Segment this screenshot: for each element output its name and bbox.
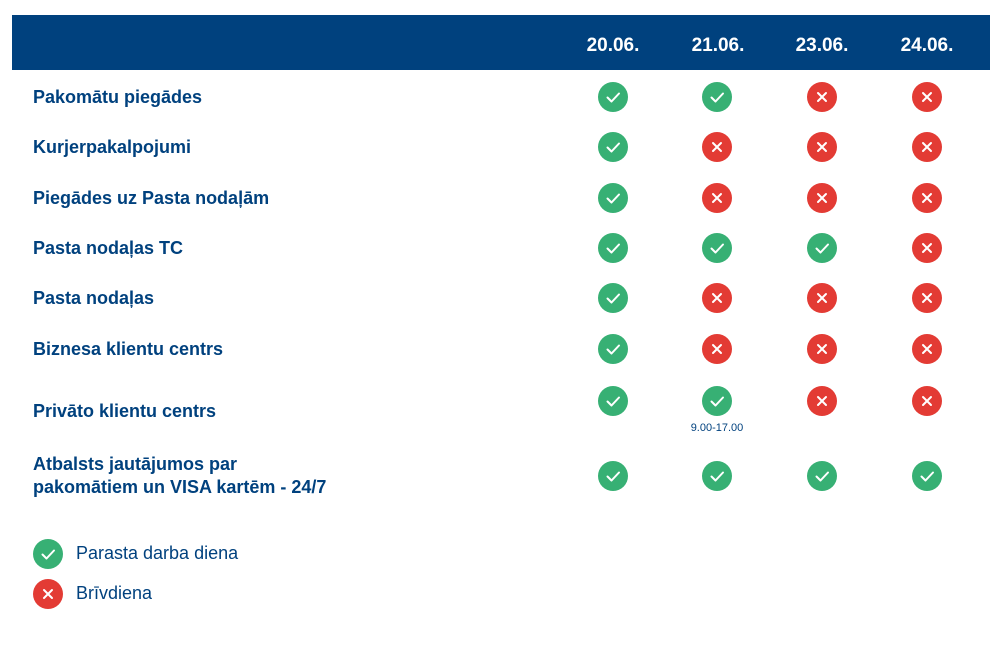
row-label: Atbalsts jautājumos par pakomātiem un VIS… [33,453,433,499]
row-label-line: Pasta nodaļas TC [33,237,184,258]
row-label: Piegādes uz Pasta nodaļām [33,187,433,210]
cross-icon [807,283,837,313]
check-icon [598,183,628,213]
cross-icon [912,334,942,364]
legend-label-holiday: Brīvdiena [76,583,153,603]
cross-icon [807,183,837,213]
row-label-line: Biznesa klientu centrs [33,338,224,359]
cross-icon [912,183,942,213]
date-header-3: 23.06. [795,35,849,56]
row-label-line: Privāto klientu centrs [33,400,217,421]
row-label-line: Piegādes uz Pasta nodaļām [33,187,270,208]
check-icon [912,461,942,491]
cross-icon [912,283,942,313]
row-label-line: Pakomātu piegādes [33,86,203,107]
check-icon [702,233,732,263]
date-header-2: 21.06. [691,35,745,56]
cross-icon [807,334,837,364]
row-label: Privāto klientu centrs [33,400,433,423]
cross-icon [912,132,942,162]
row-label: Pakomātu piegādes [33,86,433,109]
row-label: Pasta nodaļas TC [33,237,433,260]
cross-icon [912,386,942,416]
check-icon [598,283,628,313]
cross-icon [702,183,732,213]
cross-icon [702,132,732,162]
date-header-4: 24.06. [900,35,954,56]
check-icon [598,461,628,491]
cross-icon [807,386,837,416]
check-icon [33,539,63,569]
row-label-line: Kurjerpakalpojumi [33,136,192,157]
date-header-1: 20.06. [586,35,640,56]
cross-icon [807,132,837,162]
check-icon [807,233,837,263]
row-label: Pasta nodaļas [33,287,433,310]
check-icon [702,461,732,491]
row-label-line: Pasta nodaļas [33,287,155,308]
cross-icon [33,579,63,609]
row-label: Biznesa klientu centrs [33,338,433,361]
check-icon [807,461,837,491]
cross-icon [912,82,942,112]
cross-icon [912,233,942,263]
row-label: Kurjerpakalpojumi [33,136,433,159]
row-label-line: pakomātiem un VISA kartēm - 24/7 [33,477,327,497]
check-icon [598,233,628,263]
check-icon [598,334,628,364]
schedule-header: 20.06. 21.06. 23.06. 24.06. [12,15,990,70]
hours-note: 9.00-17.00 [690,422,744,434]
cross-icon [702,283,732,313]
check-icon [702,82,732,112]
row-label-line: Atbalsts jautājumos par [33,454,238,474]
check-icon [598,386,628,416]
cross-icon [807,82,837,112]
legend-label-workday: Parasta darba diena [76,543,239,563]
check-icon [702,386,732,416]
cross-icon [702,334,732,364]
check-icon [598,82,628,112]
check-icon [598,132,628,162]
